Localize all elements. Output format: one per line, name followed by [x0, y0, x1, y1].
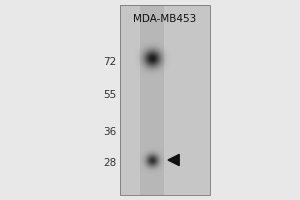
Bar — [120, 5, 210, 195]
Polygon shape — [168, 154, 179, 166]
Text: 55: 55 — [103, 90, 116, 100]
Text: MDA-MB453: MDA-MB453 — [134, 14, 196, 24]
Text: 72: 72 — [103, 57, 116, 67]
Text: 36: 36 — [103, 127, 116, 137]
Text: 28: 28 — [103, 158, 116, 168]
